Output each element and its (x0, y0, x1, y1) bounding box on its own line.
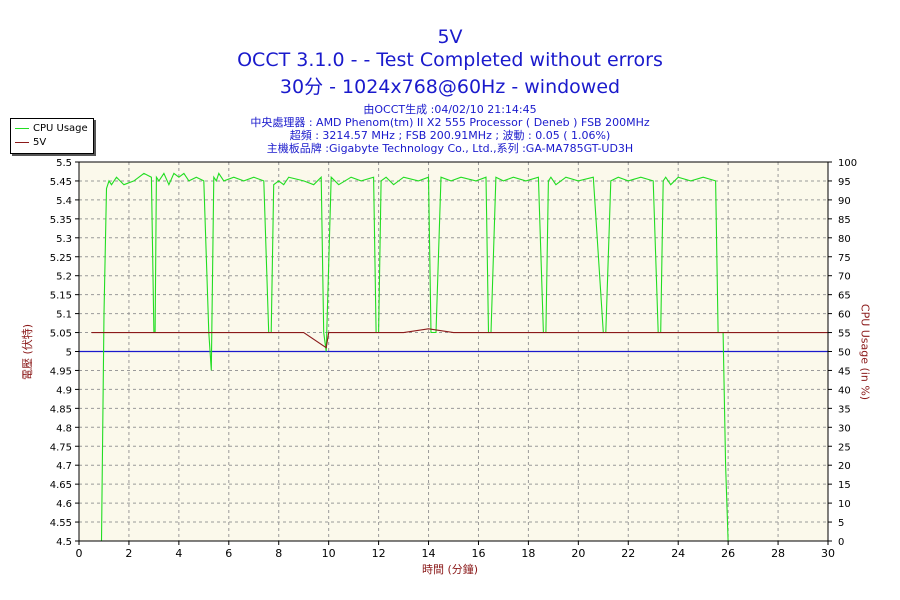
y2-tick-label: 20 (838, 461, 851, 472)
x-tick-label: 12 (372, 547, 386, 560)
y-tick-label: 4.5 (56, 537, 72, 548)
x-tick-label: 20 (571, 547, 585, 560)
legend-label-5v: 5V (33, 137, 47, 148)
y2-tick-label: 85 (838, 215, 851, 226)
y-axis-label-right: CPU Usage (in %) (858, 303, 872, 401)
y-tick-label: 4.6 (56, 499, 72, 510)
y-tick-label: 5.35 (50, 215, 72, 226)
y-tick-label: 5.2 (56, 272, 72, 283)
x-axis-label: 時間 (分鐘) (421, 563, 479, 576)
x-tick-label: 30 (821, 547, 835, 560)
x-tick-label: 16 (471, 547, 485, 560)
y2-tick-label: 60 (838, 310, 851, 321)
y2-tick-label: 70 (838, 272, 851, 283)
chart-title: 5V (437, 26, 463, 48)
x-tick-label: 0 (76, 547, 83, 560)
y-axis-label-left: 電壓 (伏特) (21, 323, 34, 381)
x-tick-label: 10 (322, 547, 336, 560)
y2-tick-label: 100 (838, 158, 857, 169)
y2-tick-label: 5 (838, 518, 844, 529)
chart-subtitle: OCCT 3.1.0 - - Test Completed without er… (237, 49, 663, 71)
y2-tick-label: 0 (838, 537, 844, 548)
x-tick-label: 28 (771, 547, 785, 560)
y-tick-label: 4.95 (50, 366, 72, 377)
x-tick-label: 8 (275, 547, 282, 560)
chart-subtitle-2: 30分 - 1024x768@60Hz - windowed (279, 76, 621, 98)
y2-tick-label: 25 (838, 442, 851, 453)
y2-tick-label: 45 (838, 366, 851, 377)
x-tick-label: 2 (125, 547, 132, 560)
legend-swatch-5v (15, 141, 29, 143)
plot-border (78, 161, 829, 542)
y-tick-label: 5.1 (56, 310, 72, 321)
series-line-5v (91, 328, 828, 349)
info-line-generated: 由OCCT生成 :04/02/10 21:14:45 (363, 103, 537, 116)
y2-tick-label: 10 (838, 499, 851, 510)
legend-swatch-cpu (15, 127, 29, 129)
x-tick-label: 24 (671, 547, 685, 560)
info-line-cpu: 中央處理器 : AMD Phenom(tm) II X2 555 Process… (250, 116, 650, 129)
y2-tick-label: 80 (838, 234, 851, 245)
legend: CPU Usage 5V (10, 118, 94, 154)
y-tick-label: 5.45 (50, 177, 72, 188)
y2-tick-label: 15 (838, 480, 851, 491)
legend-label-cpu: CPU Usage (33, 123, 88, 134)
y2-tick-label: 35 (838, 404, 851, 415)
info-line-clock: 超頻 : 3214.57 MHz ; FSB 200.91MHz ; 波動 : … (289, 129, 611, 142)
legend-item-5v: 5V (15, 137, 46, 149)
y-tick-label: 5.15 (50, 291, 72, 302)
y2-tick-label: 75 (838, 253, 851, 264)
y-tick-label: 4.7 (56, 461, 72, 472)
y-tick-label: 4.55 (50, 518, 72, 529)
y-tick-label: 5 (66, 348, 72, 359)
y2-tick-label: 30 (838, 423, 851, 434)
y-tick-label: 4.85 (50, 404, 72, 415)
x-tick-label: 18 (521, 547, 535, 560)
y-tick-label: 5.4 (56, 196, 72, 207)
y-tick-label: 4.9 (56, 385, 72, 396)
y2-tick-label: 90 (838, 196, 851, 207)
y-tick-label: 4.75 (50, 442, 72, 453)
y-tick-label: 5.5 (56, 158, 72, 169)
y-tick-label: 5.05 (50, 329, 72, 340)
y-tick-label: 4.8 (56, 423, 72, 434)
x-tick-label: 4 (175, 547, 182, 560)
y-tick-label: 5.3 (56, 234, 72, 245)
legend-item-cpu: CPU Usage (15, 123, 88, 135)
y-tick-label: 5.25 (50, 253, 72, 264)
y2-tick-label: 40 (838, 385, 851, 396)
info-line-motherboard: 主機板品牌 :Gigabyte Technology Co., Ltd.,系列 … (266, 142, 634, 155)
y2-tick-label: 65 (838, 291, 851, 302)
y2-tick-label: 55 (838, 329, 851, 340)
x-tick-label: 22 (621, 547, 635, 560)
x-tick-label: 6 (225, 547, 232, 560)
y-tick-label: 4.65 (50, 480, 72, 491)
y2-tick-label: 95 (838, 177, 851, 188)
y2-tick-label: 50 (838, 348, 851, 359)
x-tick-label: 26 (721, 547, 735, 560)
x-tick-label: 14 (422, 547, 436, 560)
